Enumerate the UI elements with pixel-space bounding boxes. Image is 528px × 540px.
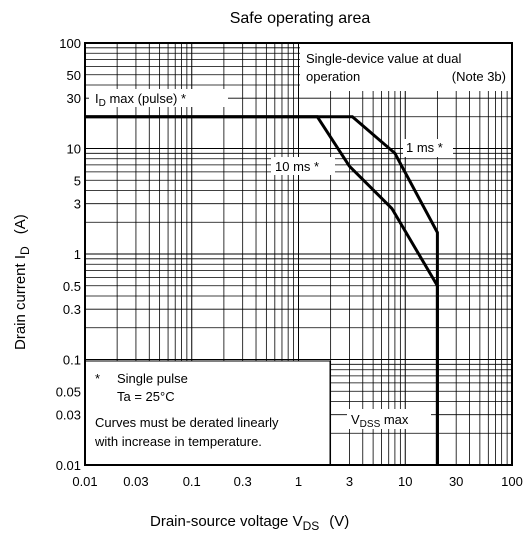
x-tick-label: 1	[295, 474, 302, 489]
chart-title: Safe operating area	[230, 10, 371, 27]
note-line-2: operation	[306, 69, 360, 84]
y-tick-label: 100	[59, 36, 81, 51]
x-tick-label: 3	[346, 474, 353, 489]
x-axis-title-sub: DS	[303, 519, 320, 533]
ambient-temperature-label: Ta = 25°C	[117, 389, 175, 404]
note-panel	[300, 43, 512, 91]
x-tick-label: 0.01	[72, 474, 97, 489]
y-tick-label: 0.05	[56, 384, 81, 399]
x-axis-title: Drain-source voltage VDS (V)	[150, 513, 349, 533]
ms10-label: 10 ms *	[275, 159, 319, 174]
ms1-label-bg	[403, 139, 453, 157]
tick-labels: 0.01 0.03 0.1 0.3 1 3 10 30 100 0.01 0.03 0.05 0.1 0.…	[56, 36, 523, 489]
id-max-label-bg	[89, 89, 228, 107]
soa-curve-10ms	[85, 115, 439, 465]
conditions-panel	[85, 361, 330, 465]
x-tick-label: 0.03	[123, 474, 148, 489]
single-pulse-label: Single pulse	[117, 371, 188, 386]
y-tick-label: 5	[74, 173, 81, 188]
y-tick-label: 0.01	[56, 458, 81, 473]
plot-frame	[84, 42, 513, 466]
id-max-label-main: I	[95, 91, 99, 106]
y-tick-label: 50	[67, 68, 81, 83]
derating-note-line-2: with increase in temperature.	[94, 434, 262, 449]
y-tick-label: 30	[67, 91, 81, 106]
y-tick-label: 1	[74, 247, 81, 262]
note-reference: (Note 3b)	[452, 69, 506, 84]
vdss-max-rest: max	[380, 412, 409, 427]
x-axis-title-unit: (V)	[329, 513, 349, 530]
x-tick-label: 30	[449, 474, 463, 489]
y-tick-label: 0.3	[63, 302, 81, 317]
y-axis-title-main: Drain current I	[12, 255, 29, 350]
annotation-panels	[85, 43, 512, 465]
note-line-1: Single-device value at dual	[306, 51, 461, 66]
vdss-max-sub: DSS	[360, 419, 381, 430]
x-tick-label: 100	[501, 474, 523, 489]
vdss-max-label: VDSS max	[351, 412, 409, 430]
y-tick-label: 0.1	[63, 353, 81, 368]
id-max-label-sub: D	[99, 98, 106, 109]
y-tick-label: 0.03	[56, 408, 81, 423]
ms1-label: 1 ms *	[406, 140, 443, 155]
soa-curves	[85, 115, 439, 465]
y-axis-title: Drain current ID (A)	[12, 214, 32, 350]
id-max-label-rest: max (pulse) *	[106, 91, 186, 106]
id-max-label: ID max (pulse) *	[95, 91, 186, 109]
x-tick-label: 0.1	[183, 474, 201, 489]
x-tick-label: 0.3	[234, 474, 252, 489]
single-pulse-star: *	[95, 371, 100, 386]
ms10-label-bg	[271, 157, 335, 175]
vdss-label-bg	[347, 409, 431, 429]
y-axis-title-sub: D	[18, 246, 32, 255]
y-axis-title-unit: (A)	[12, 214, 29, 234]
y-tick-label: 10	[67, 142, 81, 157]
vdss-max-main: V	[351, 412, 360, 427]
x-axis-title-main: Drain-source voltage V	[150, 513, 303, 530]
y-tick-label: 3	[74, 197, 81, 212]
y-tick-label: 0.5	[63, 279, 81, 294]
x-tick-label: 10	[398, 474, 412, 489]
derating-note-line-1: Curves must be derated linearly	[95, 415, 279, 430]
